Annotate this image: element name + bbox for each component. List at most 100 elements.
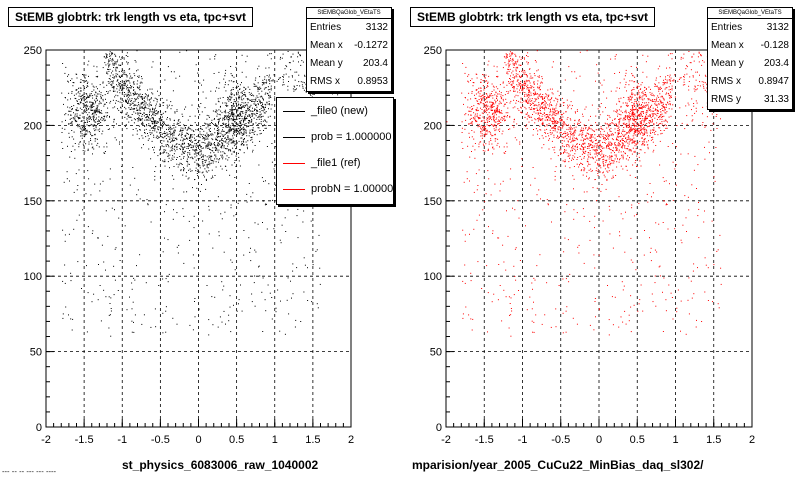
- scatter-point: [663, 115, 665, 117]
- scatter-point: [544, 125, 546, 127]
- scatter-point: [86, 110, 88, 112]
- scatter-point: [643, 105, 645, 107]
- scatter-point: [103, 56, 105, 58]
- scatter-point: [264, 112, 266, 114]
- scatter-point: [643, 90, 645, 92]
- scatter-point: [604, 122, 606, 124]
- scatter-point: [133, 89, 134, 91]
- scatter-point: [258, 266, 259, 268]
- scatter-point: [512, 74, 514, 76]
- scatter-point: [524, 58, 525, 60]
- scatter-point: [521, 57, 523, 59]
- scatter-point: [290, 56, 292, 58]
- scatter-point: [496, 76, 497, 78]
- scatter-point: [487, 95, 489, 97]
- scatter-point: [551, 111, 553, 113]
- scatter-point: [269, 77, 271, 79]
- scatter-point: [644, 123, 646, 125]
- scatter-point: [210, 90, 212, 92]
- scatter-point: [183, 262, 185, 264]
- scatter-point: [114, 90, 116, 92]
- scatter-point: [149, 98, 151, 100]
- scatter-point: [258, 87, 259, 89]
- scatter-point: [562, 97, 563, 99]
- scatter-point: [61, 132, 63, 133]
- scatter-point: [280, 242, 282, 244]
- scatter-point: [636, 111, 638, 113]
- scatter-point: [494, 116, 495, 118]
- scatter-point: [206, 171, 208, 173]
- scatter-point: [90, 116, 92, 118]
- scatter-point: [129, 105, 131, 106]
- scatter-point: [204, 161, 206, 163]
- scatter-point: [601, 146, 603, 148]
- scatter-point: [553, 136, 555, 138]
- scatter-point: [106, 102, 108, 103]
- scatter-point: [233, 99, 235, 100]
- scatter-point: [196, 162, 198, 164]
- scatter-point: [232, 128, 234, 130]
- scatter-point: [112, 77, 114, 78]
- scatter-point: [530, 100, 532, 102]
- scatter-point: [196, 164, 198, 166]
- scatter-point: [701, 124, 703, 126]
- scatter-point: [161, 127, 163, 129]
- scatter-point: [514, 90, 516, 92]
- scatter-point: [109, 303, 111, 304]
- scatter-point: [92, 102, 94, 104]
- y-tick-label: 250: [24, 45, 42, 57]
- scatter-point: [616, 87, 618, 89]
- scatter-point: [496, 109, 498, 110]
- scatter-point: [520, 88, 522, 89]
- scatter-point: [179, 51, 181, 53]
- scatter-point: [119, 83, 121, 85]
- scatter-point: [261, 82, 263, 83]
- scatter-point: [245, 129, 247, 131]
- scatter-point: [121, 85, 123, 87]
- scatter-point: [189, 140, 190, 141]
- scatter-point: [224, 153, 226, 155]
- scatter-point: [83, 127, 85, 129]
- scatter-point: [179, 133, 180, 135]
- scatter-point: [170, 131, 172, 133]
- scatter-point: [496, 70, 498, 72]
- scatter-point: [265, 204, 267, 205]
- scatter-point: [84, 201, 85, 203]
- scatter-point: [91, 91, 93, 92]
- scatter-point: [607, 165, 609, 167]
- scatter-point: [165, 145, 167, 147]
- scatter-point: [161, 97, 163, 99]
- scatter-point: [200, 146, 202, 148]
- scatter-point: [169, 133, 171, 135]
- scatter-point: [156, 98, 158, 100]
- scatter-point: [273, 74, 275, 76]
- scatter-point: [112, 80, 114, 82]
- scatter-point: [202, 165, 204, 167]
- scatter-point: [67, 114, 69, 116]
- scatter-point: [79, 114, 81, 116]
- scatter-point: [126, 84, 128, 86]
- scatter-point: [182, 151, 184, 153]
- scatter-point: [143, 108, 145, 110]
- scatter-point: [67, 80, 69, 82]
- scatter-point: [159, 127, 161, 128]
- scatter-point: [93, 103, 95, 105]
- scatter-point: [244, 92, 246, 94]
- scatter-point: [95, 121, 97, 123]
- scatter-point: [184, 128, 186, 130]
- scatter-point: [111, 207, 113, 209]
- scatter-point: [202, 138, 204, 140]
- scatter-point: [229, 110, 231, 112]
- scatter-point: [638, 93, 640, 95]
- scatter-point: [265, 127, 267, 129]
- scatter-point: [467, 80, 469, 82]
- scatter-point: [91, 147, 93, 149]
- scatter-point: [252, 123, 254, 125]
- scatter-point: [669, 104, 671, 106]
- scatter-point: [207, 147, 209, 149]
- scatter-point: [123, 85, 125, 87]
- scatter-point: [111, 60, 113, 62]
- scatter-point: [493, 128, 495, 130]
- scatter-point: [625, 72, 627, 74]
- scatter-point: [169, 150, 171, 152]
